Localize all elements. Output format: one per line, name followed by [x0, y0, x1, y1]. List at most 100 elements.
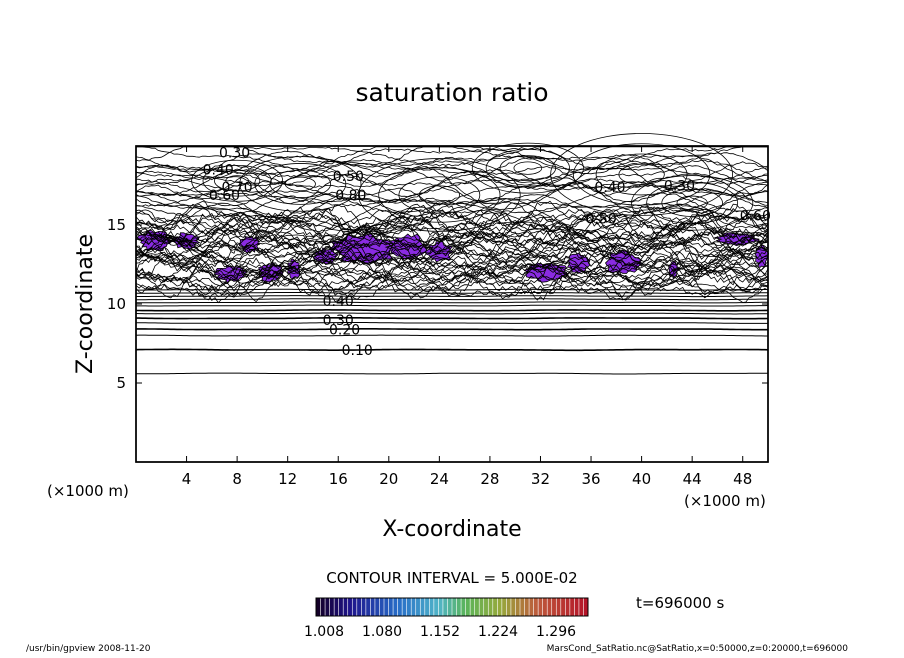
- contour-line: [135, 179, 769, 207]
- contour-line: [135, 312, 768, 315]
- colorbar-stripe: [510, 598, 516, 616]
- colorbar-stripe: [524, 598, 530, 616]
- contour-loop: [513, 161, 543, 175]
- contour-loop: [471, 142, 584, 194]
- colorbar-stripe: [388, 598, 394, 616]
- contour-loop: [646, 182, 739, 224]
- colorbar-stripe: [420, 598, 425, 616]
- colorbar-stripe: [556, 598, 561, 616]
- colorbar-stripe: [479, 598, 484, 616]
- contour-line: [136, 298, 768, 301]
- contour-label: 0.20: [329, 322, 360, 338]
- contour-line: [135, 164, 769, 188]
- colorbar: [315, 597, 589, 617]
- colorbar-stripe: [488, 598, 493, 616]
- x-axis-unit-right: (×1000 m): [684, 492, 766, 510]
- colorbar-stripe: [456, 598, 462, 616]
- contour-line: [136, 316, 769, 320]
- plot-frame: [135, 145, 769, 463]
- contour-line: [135, 159, 769, 189]
- contour-line: [135, 348, 769, 352]
- colorbar-stripe: [520, 598, 525, 616]
- contour-loop: [595, 153, 688, 196]
- x-tick-label: 16: [329, 470, 348, 488]
- colorbar-label: 1.152: [420, 624, 460, 640]
- colorbar-stripe: [542, 598, 548, 616]
- contour-loop: [661, 188, 723, 217]
- colorbar-stripe: [447, 598, 452, 616]
- colorbar-stripe: [461, 598, 466, 616]
- contour-loop: [284, 176, 316, 192]
- colorbar-stripe: [501, 598, 507, 616]
- contour-line: [135, 192, 769, 217]
- contour-loop: [572, 143, 711, 206]
- contour-loop: [676, 195, 708, 211]
- colorbar-stripe: [506, 598, 511, 616]
- contour-label: 0.40: [594, 180, 625, 196]
- y-axis-label: Z-coordinate: [73, 234, 98, 374]
- colorbar-stripe: [465, 598, 471, 616]
- contour-line: [135, 243, 769, 278]
- y-axis-ticks: 5 10 15: [107, 216, 768, 392]
- colorbar-stripe: [316, 598, 321, 616]
- x-tick-label: 32: [531, 470, 550, 488]
- colorbar-stripe: [402, 598, 407, 616]
- colorbar-frame: [315, 597, 589, 617]
- contour-loop: [191, 159, 284, 202]
- x-axis-label: X-coordinate: [382, 517, 521, 542]
- colorbar-stripe: [329, 598, 335, 616]
- x-tick-label: 48: [733, 470, 752, 488]
- contour-line: [135, 222, 769, 247]
- colorbar-stripe: [470, 598, 475, 616]
- y-tick-label: 5: [116, 374, 126, 392]
- footer-right: MarsCond_SatRatio.nc@SatRatio,x=0:50000,…: [547, 644, 849, 654]
- colorbar-stripe: [569, 598, 575, 616]
- contour-loop: [398, 176, 481, 214]
- colorbar-labels: 1.008 1.080 1.152 1.224 1.296: [304, 624, 576, 640]
- contour-line: [135, 242, 769, 282]
- contour-label: 0.80: [335, 188, 366, 204]
- colorbar-stripe: [406, 598, 412, 616]
- contour-label: 0.10: [342, 343, 373, 359]
- contour-line: [135, 263, 769, 292]
- contour-line: [136, 304, 769, 307]
- contour-line: [135, 230, 769, 256]
- colorbar-stripe: [483, 598, 489, 616]
- colorbar-stripe: [320, 598, 326, 616]
- contour-line: [135, 202, 769, 236]
- colorbar-stripe: [529, 598, 534, 616]
- contour-label: 0.50: [333, 169, 364, 185]
- contour-loop: [499, 155, 557, 182]
- contour-line: [136, 295, 769, 298]
- colorbar-stripe: [551, 598, 557, 616]
- contour-line: [135, 237, 769, 263]
- colorbar-stripe: [343, 598, 348, 616]
- plot-area: 0.300.40 0.500.600.70 0.80 0.40 0.300.50 0.60…: [135, 133, 771, 463]
- x-tick-label: 40: [632, 470, 651, 488]
- contour-line: [136, 266, 769, 296]
- y-tick-label: 15: [107, 216, 126, 234]
- colorbar-stripe: [393, 598, 398, 616]
- colorbar-stripe: [560, 598, 566, 616]
- contour-lines: [135, 133, 769, 375]
- footer-left: /usr/bin/gpview 2008-11-20: [26, 644, 151, 654]
- contour-line: [135, 238, 769, 277]
- contour-line: [136, 322, 768, 324]
- colorbar-stripe: [515, 598, 520, 616]
- colorbar-label: 1.224: [478, 624, 518, 640]
- contour-line: [135, 200, 769, 234]
- contour-line: [136, 309, 768, 312]
- contour-line: [135, 255, 769, 292]
- colorbar-stripe: [334, 598, 339, 616]
- contour-label: 0.30: [323, 313, 354, 329]
- colorbar-stripe: [411, 598, 416, 616]
- colorbar-stripe: [325, 598, 330, 616]
- colorbar-stripe: [352, 598, 357, 616]
- colorbar-label: 1.296: [536, 624, 576, 640]
- contour-line: [135, 222, 769, 257]
- contour-line: [136, 209, 769, 232]
- contour-line: [135, 237, 769, 267]
- contour-line: [136, 372, 768, 375]
- contour-loop: [550, 133, 734, 216]
